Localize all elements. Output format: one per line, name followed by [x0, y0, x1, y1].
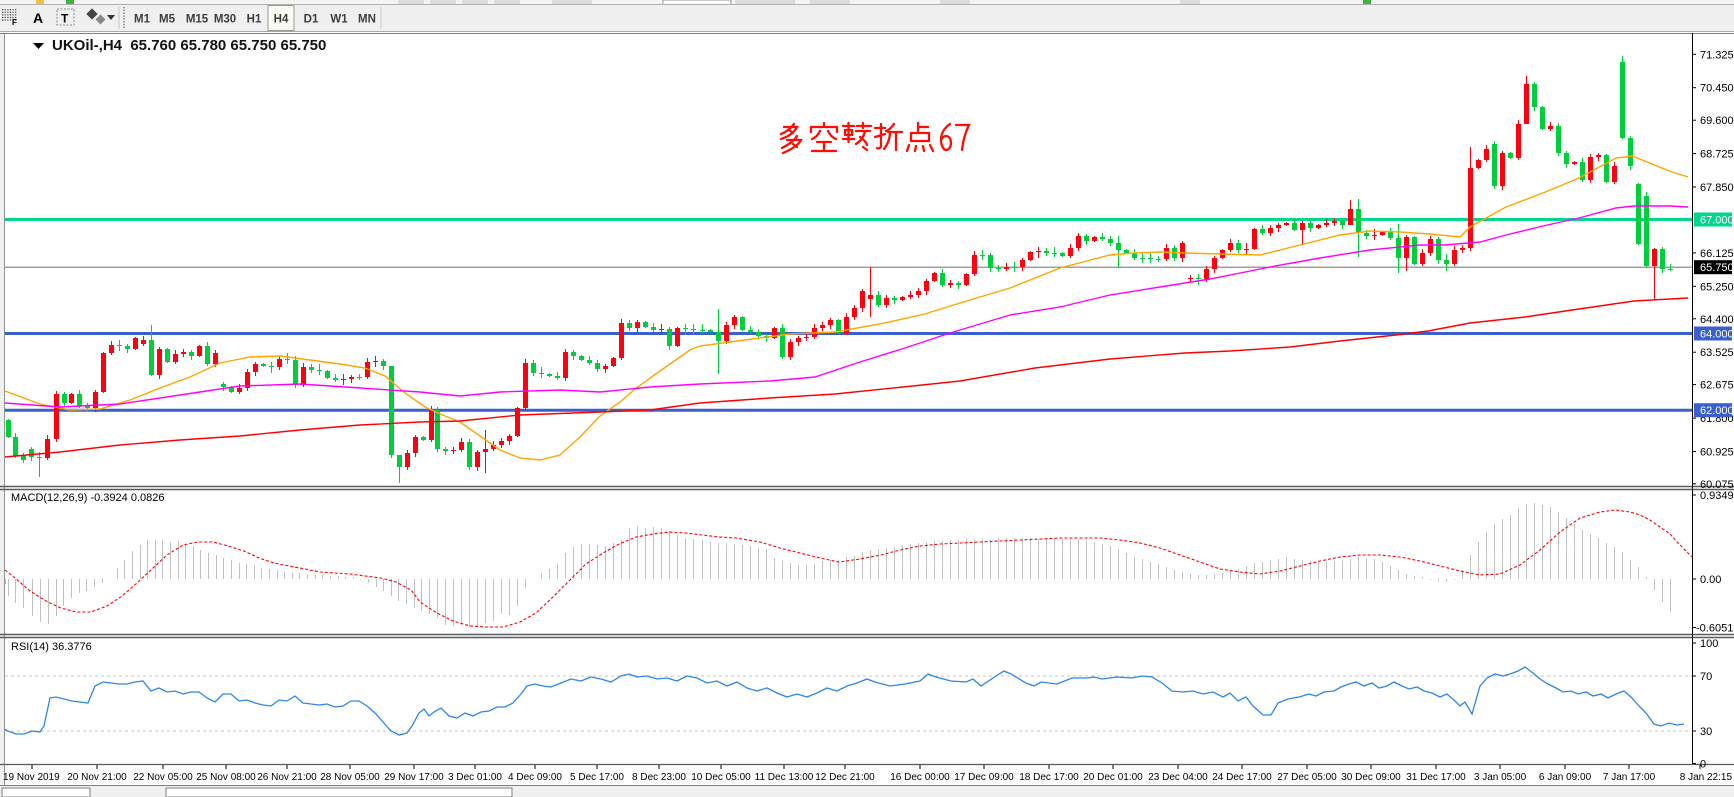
svg-text:20 Dec 01:00: 20 Dec 01:00 — [1083, 772, 1143, 783]
svg-text:F: F — [12, 18, 17, 27]
svg-text:17 Dec 09:00: 17 Dec 09:00 — [954, 772, 1014, 783]
svg-text:22 Nov 05:00: 22 Nov 05:00 — [133, 772, 193, 783]
svg-text:4 Dec 09:00: 4 Dec 09:00 — [508, 772, 562, 783]
svg-text:69.600: 69.600 — [1700, 115, 1734, 127]
svg-text:-0.6051: -0.6051 — [1696, 623, 1733, 635]
svg-text:60.925: 60.925 — [1700, 447, 1734, 459]
svg-text:8 Dec 23:00: 8 Dec 23:00 — [632, 772, 686, 783]
svg-text:3 Dec 01:00: 3 Dec 01:00 — [448, 772, 502, 783]
svg-text:19 Nov 2019: 19 Nov 2019 — [3, 772, 60, 783]
svg-text:3 Jan 05:00: 3 Jan 05:00 — [1474, 772, 1527, 783]
svg-text:W1: W1 — [330, 14, 348, 26]
svg-text:MACD(12,26,9) -0.3924 0.0826: MACD(12,26,9) -0.3924 0.0826 — [11, 492, 164, 504]
svg-text:25 Nov 08:00: 25 Nov 08:00 — [196, 772, 256, 783]
svg-text:30: 30 — [1700, 726, 1712, 738]
svg-text:0.00: 0.00 — [1700, 574, 1721, 586]
svg-text:27 Dec 05:00: 27 Dec 05:00 — [1277, 772, 1337, 783]
svg-text:67.000: 67.000 — [1700, 215, 1734, 227]
svg-text:62.675: 62.675 — [1700, 380, 1734, 392]
svg-text:65.250: 65.250 — [1700, 281, 1734, 293]
svg-text:71.325: 71.325 — [1700, 49, 1734, 61]
svg-text:M15: M15 — [186, 14, 209, 26]
svg-text:H1: H1 — [247, 14, 262, 26]
svg-text:28 Nov 05:00: 28 Nov 05:00 — [320, 772, 380, 783]
svg-text:11 Dec 13:00: 11 Dec 13:00 — [755, 772, 814, 783]
svg-text:7 Jan 17:00: 7 Jan 17:00 — [1603, 772, 1656, 783]
svg-text:0.9349: 0.9349 — [1700, 490, 1734, 502]
svg-text:23 Dec 04:00: 23 Dec 04:00 — [1148, 772, 1208, 783]
svg-text:30 Dec 09:00: 30 Dec 09:00 — [1341, 772, 1401, 783]
svg-text:6 Jan 09:00: 6 Jan 09:00 — [1539, 772, 1592, 783]
svg-text:RSI(14) 36.3776: RSI(14) 36.3776 — [11, 641, 92, 653]
svg-text:24 Dec 17:00: 24 Dec 17:00 — [1212, 772, 1272, 783]
svg-text:20 Nov 21:00: 20 Nov 21:00 — [67, 772, 127, 783]
svg-text:60.075: 60.075 — [1700, 479, 1734, 491]
svg-text:UKOil-,H4 65.760 65.780 65.75: UKOil-,H4 65.760 65.780 65.750 65.750 — [52, 37, 326, 54]
svg-text:26 Nov 21:00: 26 Nov 21:00 — [257, 772, 317, 783]
svg-text:5 Dec 17:00: 5 Dec 17:00 — [570, 772, 624, 783]
svg-text:A: A — [33, 10, 43, 26]
svg-text:M5: M5 — [159, 14, 176, 26]
svg-text:67.850: 67.850 — [1700, 182, 1734, 194]
svg-text:66.125: 66.125 — [1700, 248, 1734, 260]
svg-text:63.525: 63.525 — [1700, 347, 1734, 359]
svg-text:M1: M1 — [134, 14, 151, 26]
svg-text:62.000: 62.000 — [1700, 405, 1734, 417]
svg-text:16 Dec 00:00: 16 Dec 00:00 — [890, 772, 950, 783]
svg-text:70.450: 70.450 — [1700, 83, 1734, 95]
svg-text:D1: D1 — [304, 14, 319, 26]
svg-text:65.750: 65.750 — [1700, 262, 1734, 274]
svg-text:18 Dec 17:00: 18 Dec 17:00 — [1019, 772, 1079, 783]
svg-text:12 Dec 21:00: 12 Dec 21:00 — [815, 772, 875, 783]
svg-text:T: T — [61, 12, 69, 26]
svg-text:64.400: 64.400 — [1700, 314, 1734, 326]
svg-text:100: 100 — [1700, 638, 1718, 650]
svg-text:10 Dec 05:00: 10 Dec 05:00 — [691, 772, 751, 783]
svg-text:H4: H4 — [274, 14, 289, 26]
svg-text:MN: MN — [358, 14, 376, 26]
svg-text:8 Jan 22:15: 8 Jan 22:15 — [1680, 772, 1733, 783]
svg-text:70: 70 — [1700, 671, 1712, 683]
svg-text:29 Nov 17:00: 29 Nov 17:00 — [384, 772, 444, 783]
svg-text:M30: M30 — [214, 14, 236, 26]
svg-text:31 Dec 17:00: 31 Dec 17:00 — [1406, 772, 1466, 783]
svg-text:0: 0 — [1700, 759, 1706, 771]
svg-text:64.000: 64.000 — [1700, 329, 1734, 341]
svg-text:68.725: 68.725 — [1700, 149, 1734, 161]
